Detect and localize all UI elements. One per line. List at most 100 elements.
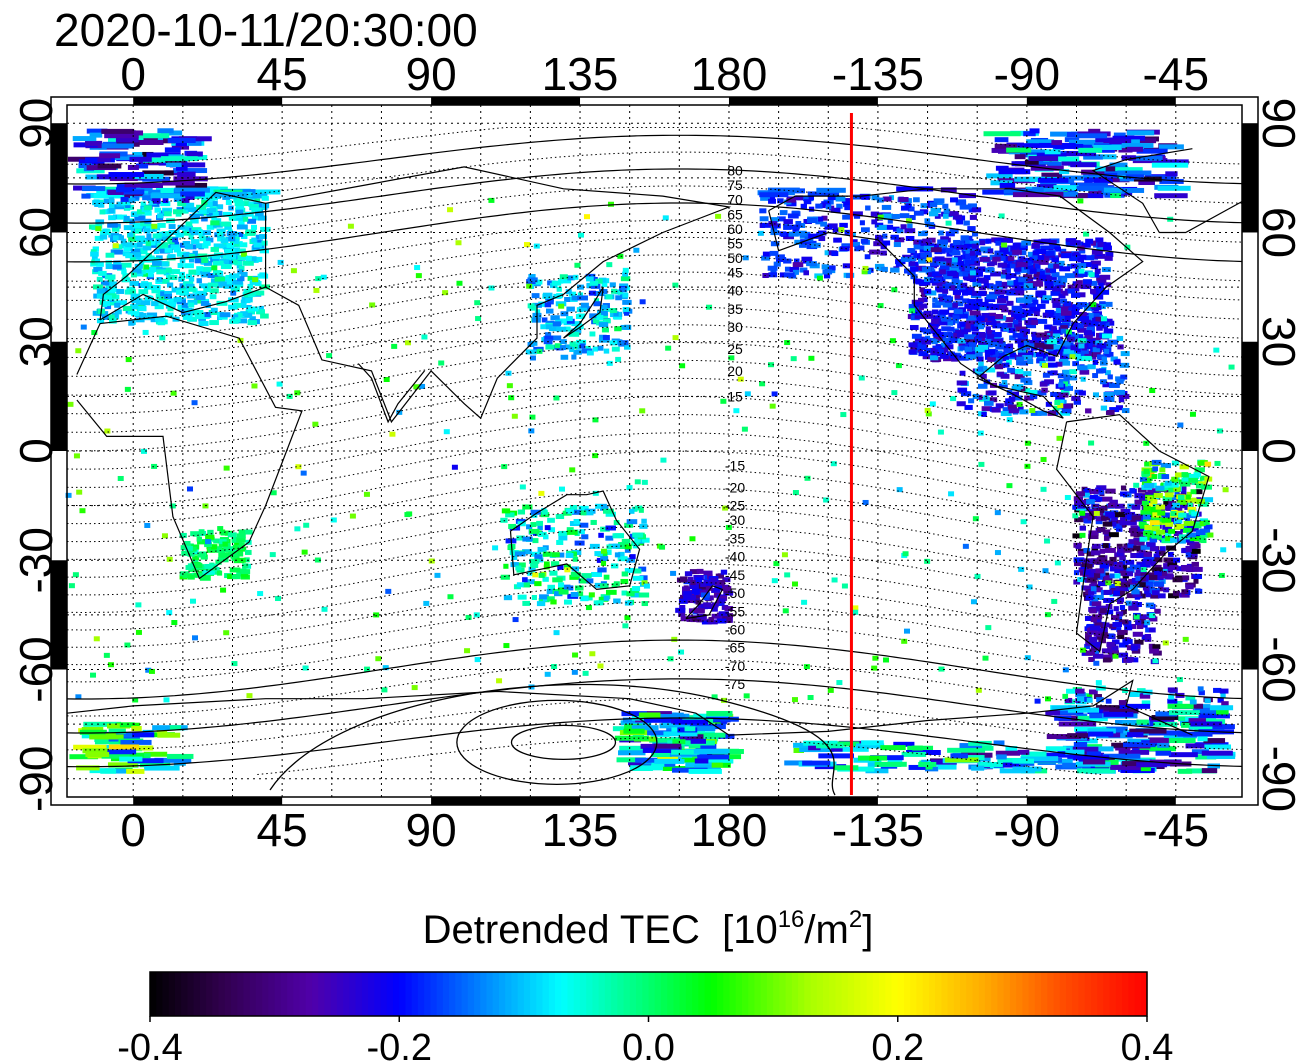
tec-data-point <box>140 201 147 207</box>
tec-data-point <box>795 220 802 226</box>
tec-data-point <box>1080 284 1092 290</box>
tec-data-point <box>229 567 241 573</box>
tec-data-point <box>1066 715 1090 721</box>
tec-data-point <box>683 579 692 585</box>
tec-data-point <box>720 569 728 575</box>
tec-data-point <box>177 224 186 230</box>
tec-data-point <box>91 330 98 336</box>
tec-data-point <box>693 580 700 586</box>
tec-data-point <box>99 234 108 240</box>
tec-data-point <box>1109 566 1116 572</box>
tec-data-point <box>810 242 821 248</box>
tec-data-point <box>741 426 748 432</box>
tec-data-point <box>556 539 564 545</box>
tec-data-point <box>154 207 162 213</box>
tec-data-point <box>803 199 812 205</box>
tec-data-point <box>226 259 235 265</box>
tec-data-point <box>1101 648 1112 654</box>
tec-data-point <box>1003 258 1013 264</box>
tec-data-point <box>622 271 629 277</box>
tec-data-point <box>1103 328 1114 334</box>
tec-data-point <box>957 260 964 266</box>
tec-data-point <box>541 317 548 323</box>
tec-data-point <box>1063 345 1069 351</box>
tec-data-point <box>1041 353 1049 359</box>
tec-data-point <box>1150 526 1160 532</box>
tec-data-point <box>363 491 370 497</box>
tec-data-point <box>249 279 261 285</box>
tec-data-point <box>171 619 178 625</box>
tec-data-point <box>123 225 134 231</box>
bottom-lon-tick-label: -90 <box>994 804 1060 856</box>
tec-data-point <box>214 276 225 282</box>
tec-data-point <box>818 236 826 242</box>
tec-data-point <box>231 574 241 580</box>
tec-data-point <box>1048 161 1062 167</box>
s-america-outline <box>1055 413 1210 653</box>
tec-data-point <box>176 289 187 295</box>
tec-data-point <box>942 247 953 253</box>
tec-data-point <box>718 579 726 585</box>
tec-data-point <box>964 303 974 309</box>
tec-data-point <box>1069 354 1076 360</box>
tec-data-point <box>213 243 224 249</box>
tec-data-point <box>722 614 729 620</box>
tec-data-point <box>97 163 122 169</box>
tec-data-point <box>107 189 124 195</box>
tec-data-point <box>1044 752 1077 758</box>
tec-data-point <box>1186 768 1217 774</box>
tec-data-point <box>1105 488 1116 494</box>
tec-data-point <box>220 221 231 227</box>
tec-data-point <box>1018 277 1028 283</box>
tec-data-point <box>1076 696 1088 702</box>
tec-data-point <box>1159 467 1166 473</box>
colorbar-segment <box>187 972 195 1016</box>
tec-data-point <box>708 758 734 764</box>
tec-data-point <box>1092 344 1099 350</box>
tec-data-point <box>185 194 195 200</box>
tec-data-point <box>574 585 584 591</box>
tec-data-point <box>901 751 927 757</box>
tec-data-point <box>688 768 722 774</box>
contour-label-north: 30 <box>727 319 743 335</box>
tec-data-point <box>151 196 161 202</box>
tec-data-point <box>773 261 781 267</box>
tec-data-point <box>1079 254 1087 260</box>
tec-data-point <box>904 228 916 234</box>
tec-data-point <box>530 355 536 361</box>
tec-data-point <box>1077 271 1088 277</box>
tec-data-point <box>566 318 575 324</box>
tec-data-point <box>1129 488 1136 494</box>
tec-data-point <box>784 340 791 346</box>
tec-data-point <box>1127 503 1135 509</box>
tec-data-point <box>1090 617 1097 623</box>
tec-data-point <box>1197 736 1208 742</box>
tec-data-point <box>121 269 127 275</box>
tec-data-point <box>1195 483 1203 489</box>
tec-data-point <box>1221 701 1229 707</box>
tec-data-point <box>1203 524 1213 530</box>
tec-data-point <box>983 283 994 289</box>
tec-data-point <box>538 301 547 307</box>
colorbar-segment <box>174 972 182 1016</box>
tec-data-point <box>603 595 610 601</box>
tec-data-point <box>320 274 327 280</box>
tec-data-point <box>1133 482 1140 488</box>
bottom-lon-tick-label: 180 <box>691 804 768 856</box>
tec-data-point <box>1098 282 1104 288</box>
tec-data-point <box>560 339 567 345</box>
tec-data-point <box>105 264 117 270</box>
tec-data-point <box>1161 517 1172 523</box>
tec-data-point <box>240 271 248 277</box>
tec-data-point <box>779 272 786 278</box>
tec-data-point <box>977 290 987 296</box>
tec-data-point <box>1126 656 1134 662</box>
tec-data-point <box>908 342 918 348</box>
tec-data-point <box>103 301 110 307</box>
tec-data-point <box>1087 515 1093 521</box>
colorbar-segment <box>548 972 556 1016</box>
tec-data-point <box>1044 696 1051 702</box>
tec-data-point <box>683 594 691 600</box>
tec-data-point <box>1074 283 1082 289</box>
frame-bar-left <box>51 123 67 233</box>
